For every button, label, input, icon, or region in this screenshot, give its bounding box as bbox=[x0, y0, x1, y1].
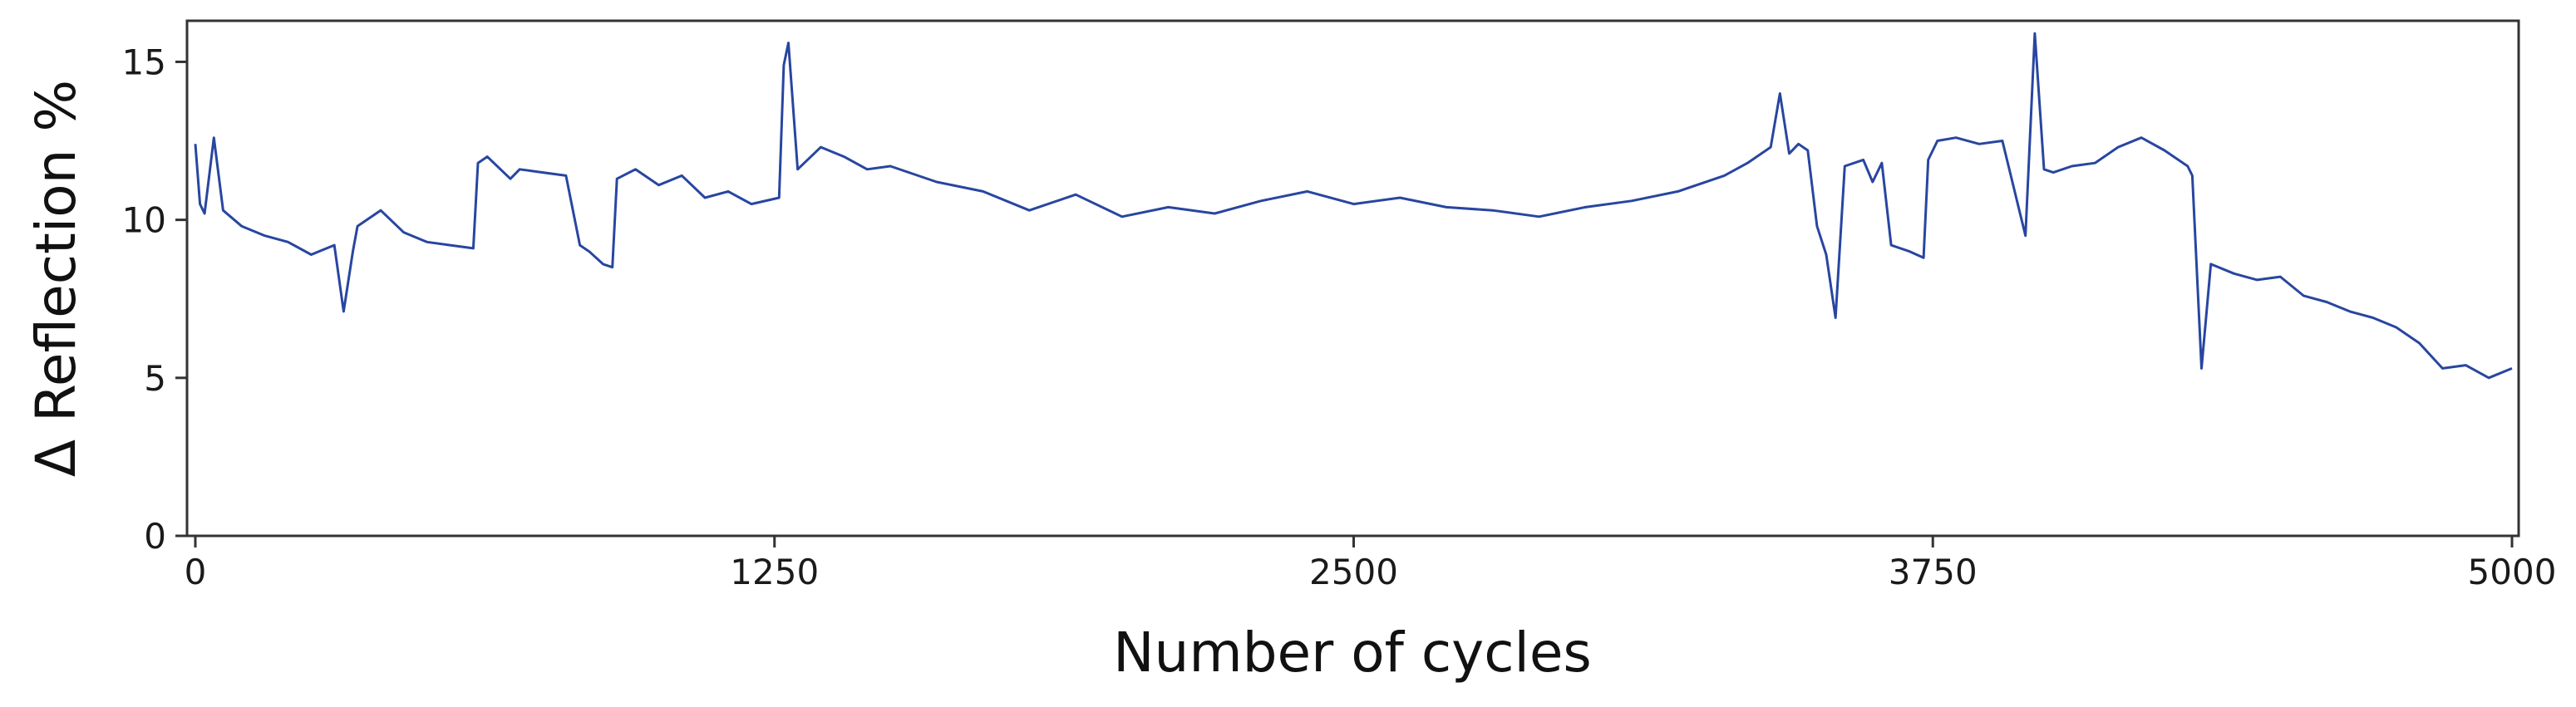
axes-frame bbox=[185, 19, 2520, 538]
x-tick-label-5000: 5000 bbox=[2468, 552, 2557, 592]
series-line bbox=[194, 32, 2513, 380]
x-tick-label-0: 0 bbox=[185, 552, 207, 592]
plot-area bbox=[185, 19, 2520, 538]
y-axis: 0 5 10 15 bbox=[122, 42, 187, 557]
y-tick-label-5: 5 bbox=[144, 358, 166, 399]
y-tick-label-15: 15 bbox=[122, 42, 166, 82]
x-tick-label-3750: 3750 bbox=[1889, 552, 1978, 592]
x-tick-label-1250: 1250 bbox=[730, 552, 819, 592]
x-axis: 0 1250 2500 3750 5000 bbox=[185, 536, 2557, 592]
y-tick-label-10: 10 bbox=[122, 200, 166, 241]
x-axis-label: Number of cycles bbox=[1113, 621, 1592, 685]
y-axis-label: Δ Reflection % bbox=[24, 80, 88, 477]
y-tick-label-0: 0 bbox=[144, 516, 166, 557]
x-tick-label-2500: 2500 bbox=[1309, 552, 1398, 592]
